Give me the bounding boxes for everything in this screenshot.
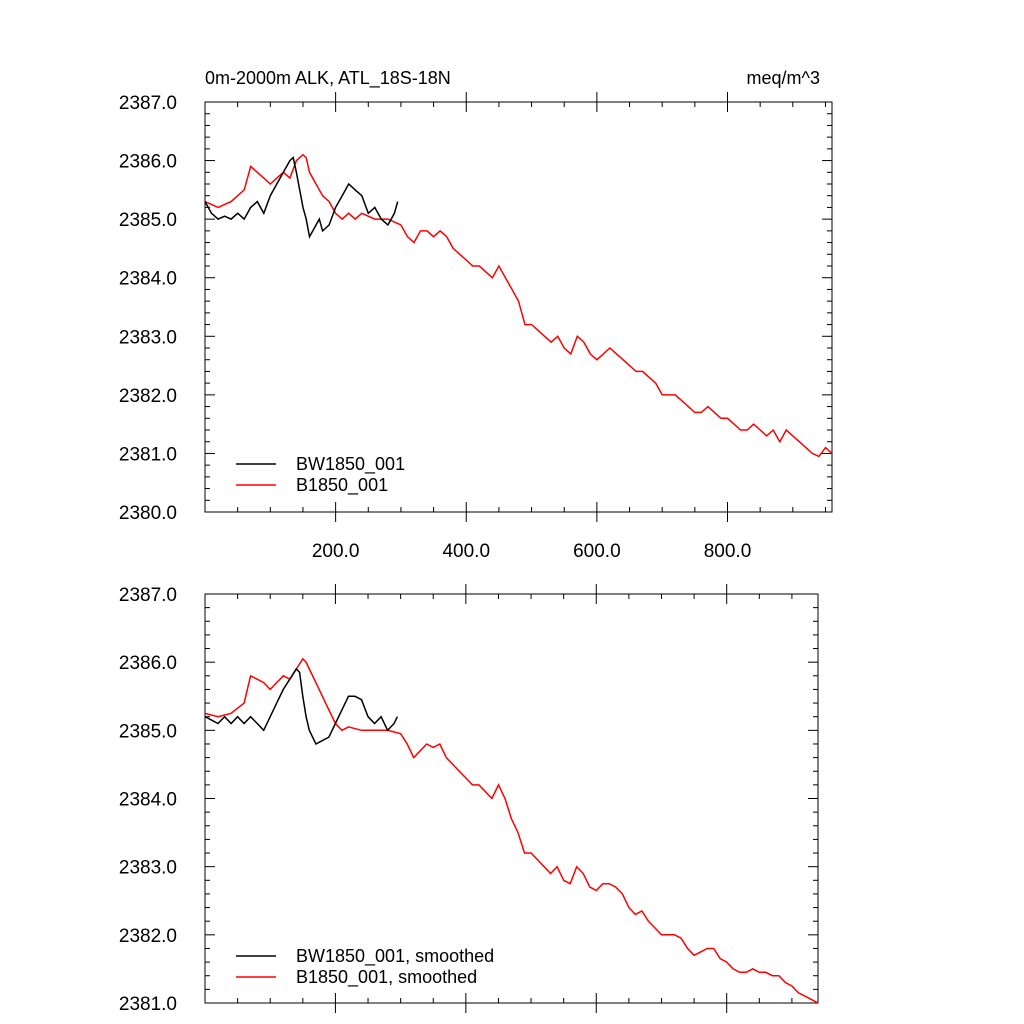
series-line-black <box>205 156 399 239</box>
bottom-panel: 2381.0 2382.0 2383.0 2384.0 2385.0 2386.0 2387… <box>119 584 819 1015</box>
x-tick-label: 200.0 <box>312 541 360 562</box>
y-tick-label: 2387.0 <box>119 93 177 114</box>
x-tick-label: 400.0 <box>442 541 490 562</box>
x-tick-label: 800.0 <box>704 541 752 562</box>
legend-label: B1850_001 <box>296 475 388 496</box>
chart-title-units: meq/m^3 <box>747 68 820 88</box>
y-tick-label: 2383.0 <box>119 327 177 348</box>
y-tick-label: 2384.0 <box>119 790 177 811</box>
legend-label: BW1850_001 <box>296 454 405 475</box>
y-tick-label: 2382.0 <box>119 386 177 407</box>
y-tick-label: 2381.0 <box>119 444 177 465</box>
series-line-black <box>205 667 399 746</box>
y-tick-label: 2384.0 <box>119 269 177 290</box>
y-tick-label: 2385.0 <box>119 721 177 742</box>
legend-label: B1850_001, smoothed <box>296 967 477 988</box>
series-line-red <box>205 153 832 458</box>
y-tick-label: 2386.0 <box>119 152 177 173</box>
series-line-red <box>205 657 818 1003</box>
legend-label: BW1850_001, smoothed <box>296 946 494 967</box>
y-tick-label: 2387.0 <box>119 585 177 606</box>
chart-title-left: 0m-2000m ALK, ATL_18S-18N <box>205 68 451 89</box>
y-tick-label: 2381.0 <box>119 994 177 1015</box>
y-tick-label: 2383.0 <box>119 858 177 879</box>
y-tick-label: 2382.0 <box>119 926 177 947</box>
plot-frame <box>204 593 819 1004</box>
plot-frame <box>204 101 833 513</box>
x-tick-label: 600.0 <box>573 541 621 562</box>
top-panel: 2380.0 2381.0 2382.0 2383.0 2384.0 2385.0 2386… <box>119 92 833 562</box>
y-tick-label: 2386.0 <box>119 653 177 674</box>
y-tick-label: 2380.0 <box>119 503 177 524</box>
y-tick-label: 2385.0 <box>119 210 177 231</box>
